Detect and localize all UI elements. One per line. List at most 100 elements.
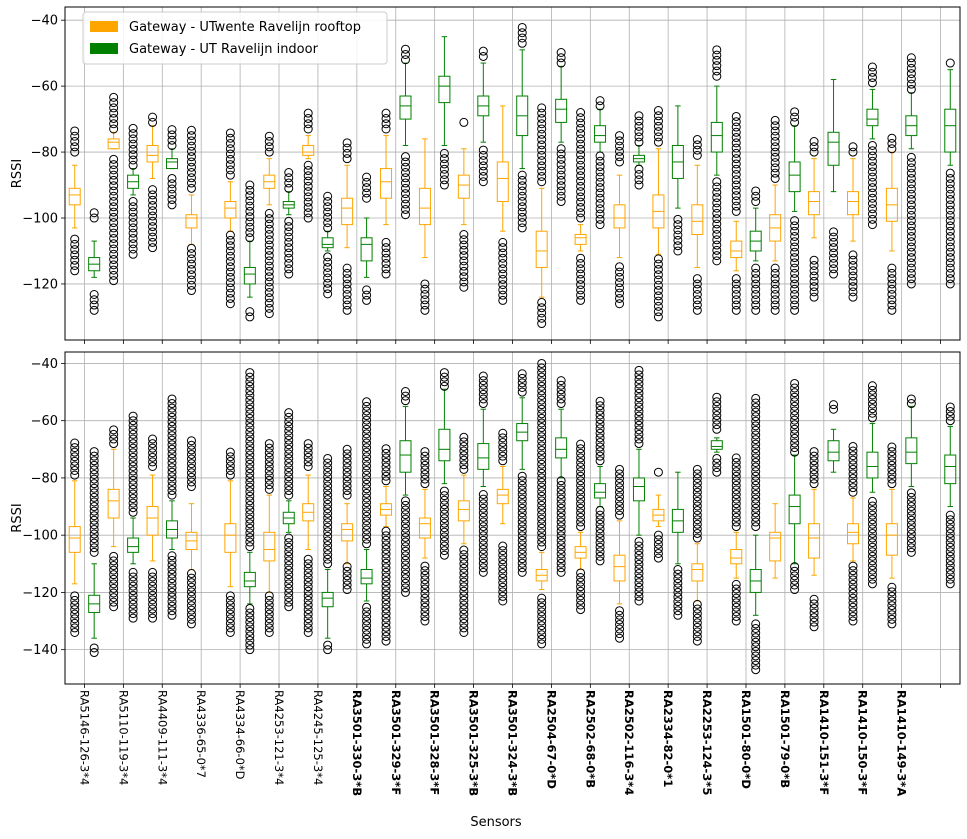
outlier-point-low [537,616,547,626]
outlier-point-high [576,462,586,472]
outlier-point-high [731,117,741,127]
outlier-point-low [459,573,469,583]
outlier-point-high [264,131,274,141]
outlier-point-high [284,472,294,482]
outlier-point-high [323,518,333,528]
outlier-point-low [342,263,352,273]
outlier-point-high [887,447,897,457]
outlier-point-low [809,292,819,302]
outlier-point-low [867,496,877,506]
outlier-point-high [186,141,196,151]
outlier-point-high [439,377,449,387]
outlier-point-low [303,192,313,202]
outlier-point-high [342,138,352,148]
outlier-point-low [128,197,138,207]
outlier-point-high [342,458,352,468]
box [710,121,723,153]
outlier-point-low [400,578,410,588]
outlier-point-high [576,494,586,504]
outlier-point-high [653,121,663,131]
outlier-point-high [245,455,255,465]
outlier-point-low [712,187,722,197]
y-tick-label: −60 [31,80,58,95]
outlier-point-low [790,221,800,231]
outlier-point-low [400,546,410,556]
outlier-point-low [790,300,800,310]
outlier-point-low [615,293,625,303]
outlier-point-low [186,573,196,583]
outlier-point-high [809,456,819,466]
outlier-point-low [906,226,916,236]
outlier-point-high [303,439,313,449]
y-tick-label: −60 [31,414,58,429]
outlier-point-high [537,368,547,378]
outlier-point-low [751,263,761,273]
outlier-point-low [362,607,372,617]
outlier-point-low [906,221,916,231]
outlier-point-high [264,452,274,462]
outlier-point-low [576,259,586,269]
outlier-point-low [70,591,80,601]
outlier-point-low [731,584,741,594]
outlier-point-low [264,282,274,292]
outlier-point-low [517,554,527,564]
outlier-point-high [420,451,430,461]
outlier-point-low [303,582,313,592]
outlier-point-low [945,237,955,247]
outlier-point-low [420,611,430,621]
outlier-point-high [400,391,410,401]
outlier-point-low [556,512,566,522]
outlier-point-high [634,111,644,121]
outlier-point-low [342,284,352,294]
outlier-point-low [945,179,955,189]
outlier-point-low [537,625,547,635]
outlier-point-low [439,500,449,510]
outlier-point-low [653,301,663,311]
outlier-point-low [109,228,119,238]
outlier-point-low [809,260,819,270]
outlier-point-high [362,447,372,457]
outlier-point-low [498,578,508,588]
outlier-point-low [556,476,566,486]
outlier-point-high [459,441,469,451]
outlier-point-high [225,465,235,475]
outlier-point-high [537,459,547,469]
outlier-point-low [692,290,702,300]
outlier-point-high [167,140,177,150]
outlier-point-high [323,202,333,212]
outlier-point-high [323,499,333,509]
outlier-point-low [245,603,255,613]
outlier-point-low [848,598,858,608]
outlier-point-low [945,579,955,589]
outlier-point-low [653,275,663,285]
outlier-point-low [887,605,897,615]
outlier-point-high [245,400,255,410]
outlier-point-low [225,257,235,267]
outlier-point-high [790,388,800,398]
outlier-point-high [790,415,800,425]
outlier-point-low [653,286,663,296]
outlier-point-high [245,445,255,455]
outlier-point-high [751,403,761,413]
outlier-point-low [945,168,955,178]
outlier-point-high [517,382,527,392]
outlier-point-high [186,152,196,162]
outlier-point-high [731,490,741,500]
outlier-point-low [89,290,99,300]
outlier-point-low [362,285,372,295]
outlier-point-low [245,640,255,650]
outlier-point-high [537,496,547,506]
outlier-point-low [673,220,683,230]
outlier-point-low [148,222,158,232]
outlier-point-low [167,200,177,210]
outlier-point-low [400,574,410,584]
outlier-point-low [70,595,80,605]
outlier-point-high [245,532,255,542]
outlier-point-low [284,533,294,543]
outlier-point-low [70,600,80,610]
outlier-point-high [167,486,177,496]
outlier-point-low [692,609,702,619]
outlier-point-low [498,591,508,601]
outlier-point-low [653,280,663,290]
outlier-point-high [167,417,177,427]
